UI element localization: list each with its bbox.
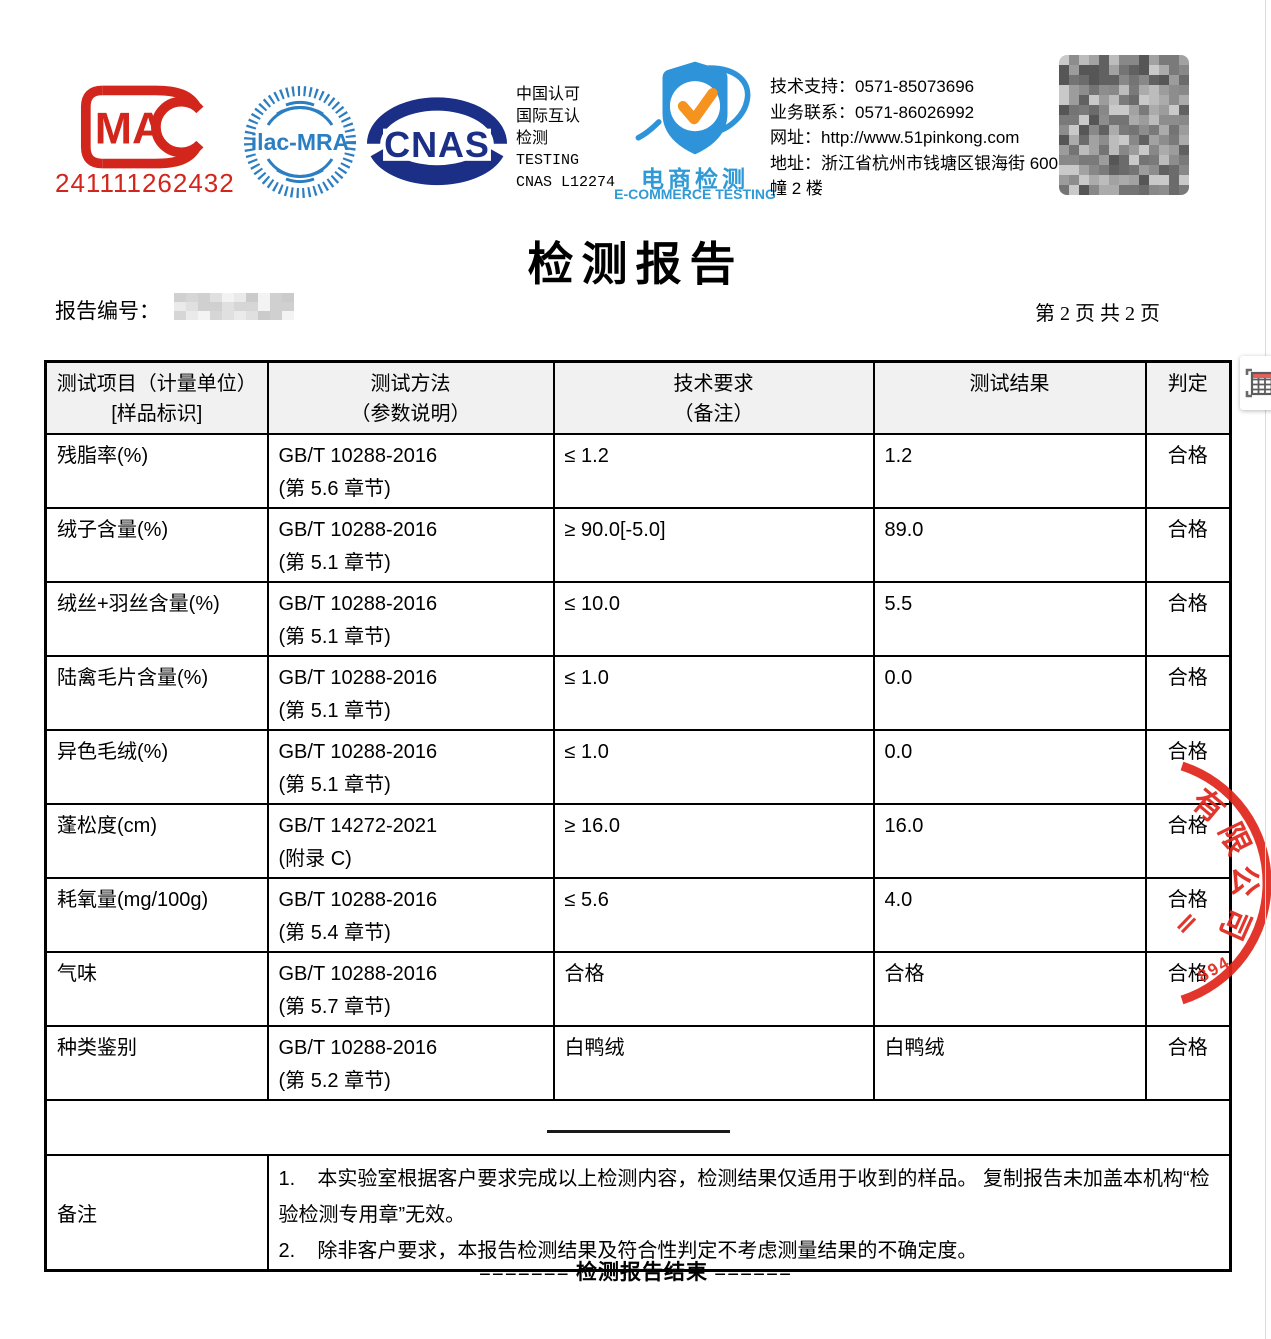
- table-row: 耗氧量(mg/100g) GB/T 10288-2016 (第 5.4 章节) ≤…: [44, 877, 1232, 953]
- cnas-label: CNAS: [384, 124, 490, 165]
- cnas-logo: CNAS: [366, 97, 508, 186]
- qr-code: [1059, 55, 1189, 195]
- page-info: 第 2 页 共 2 页: [1035, 303, 1160, 325]
- table-row: 绒丝+羽丝含量(%) GB/T 10288-2016 (第 5.1 章节) ≤ 1…: [44, 581, 1232, 657]
- remark-label: 备注: [44, 1154, 269, 1272]
- header-verdict: 判定: [1144, 360, 1232, 435]
- header-result: 测试结果: [872, 360, 1147, 435]
- report-number-label: 报告编号：: [55, 299, 160, 323]
- results-table: 测试项目（计量单位） [样品标识] 测试方法 （参数说明） 技术要求 （备注） 测试结…: [44, 360, 1232, 1272]
- report-end-line: ======= 检测报告结束 ======: [478, 1260, 793, 1284]
- ecommerce-cn-label: 电商检测: [641, 166, 749, 192]
- page-edge-line: [1265, 0, 1266, 1339]
- table-row: 残脂率(%) GB/T 10288-2016 (第 5.6 章节) ≤ 1.2 1…: [44, 433, 1232, 509]
- remark-content: 1. 本实验室根据客户要求完成以上检测内容，检测结果仅适用于收到的样品。 复制报…: [266, 1154, 1232, 1272]
- table-row: 陆禽毛片含量(%) GB/T 10288-2016 (第 5.1 章节) ≤ 1.…: [44, 655, 1232, 731]
- table-row: 绒子含量(%) GB/T 10288-2016 (第 5.1 章节) ≥ 90.0…: [44, 507, 1232, 583]
- report-number-redacted: [174, 293, 294, 320]
- contact-address-2: 幢 2 楼: [770, 179, 823, 198]
- contact-info: 技术支持：0571-85073696 业务联系：0571-86026992 网址…: [770, 74, 1094, 202]
- table-row: 种类鉴别 GB/T 10288-2016 (第 5.2 章节) 白鸭绒 白鸭绒 合…: [44, 1025, 1232, 1101]
- ilac-mra-logo: ilac-MRA: [244, 86, 356, 198]
- cma-number: 241111262432: [55, 168, 235, 198]
- page-title: 检测报告: [527, 239, 744, 290]
- table-header-row: 测试项目（计量单位） [样品标识] 测试方法 （参数说明） 技术要求 （备注） 测试结…: [44, 360, 1232, 435]
- header-item: 测试项目（计量单位） [样品标识]: [44, 360, 269, 435]
- contact-website: 网址：http://www.51pinkong.com: [770, 128, 1020, 147]
- contact-tech-support: 技术支持：0571-85073696: [770, 77, 975, 96]
- table-row: 异色毛绒(%) GB/T 10288-2016 (第 5.1 章节) ≤ 1.0 …: [44, 729, 1232, 805]
- separator-row: [44, 1099, 1232, 1156]
- table-row: 气味 GB/T 10288-2016 (第 5.7 章节) 合格 合格 合格: [44, 951, 1232, 1027]
- separator-line: [546, 1130, 730, 1133]
- table-row: 蓬松度(cm) GB/T 14272-2021 (附录 C) ≥ 16.0 16.…: [44, 803, 1232, 879]
- ecommerce-testing-shield-icon: [635, 61, 751, 155]
- header-method: 测试方法 （参数说明）: [266, 360, 555, 435]
- table-tool-icon: [1245, 368, 1271, 398]
- contact-business: 业务联系：0571-86026992: [770, 102, 975, 122]
- ilac-label: ilac-MRA: [251, 129, 349, 155]
- cma-label: MA: [95, 103, 165, 153]
- ecommerce-en-label: E-COMMERCE TESTING: [614, 186, 776, 202]
- contact-address: 地址：浙江省杭州市钱塘区银海街 600 号 5: [770, 153, 1094, 173]
- remark-row: 备注 1. 本实验室根据客户要求完成以上检测内容，检测结果仅适用于收到的样品。 …: [44, 1154, 1232, 1272]
- header-requirement: 技术要求 （备注）: [552, 360, 875, 435]
- svg-text:公: 公: [1227, 865, 1263, 897]
- table-tool-button[interactable]: [1240, 356, 1271, 410]
- accreditation-text: 中国认可 国际互认 检测 TESTING CNAS L12274: [516, 86, 616, 191]
- cma-logo: MA: [80, 85, 204, 169]
